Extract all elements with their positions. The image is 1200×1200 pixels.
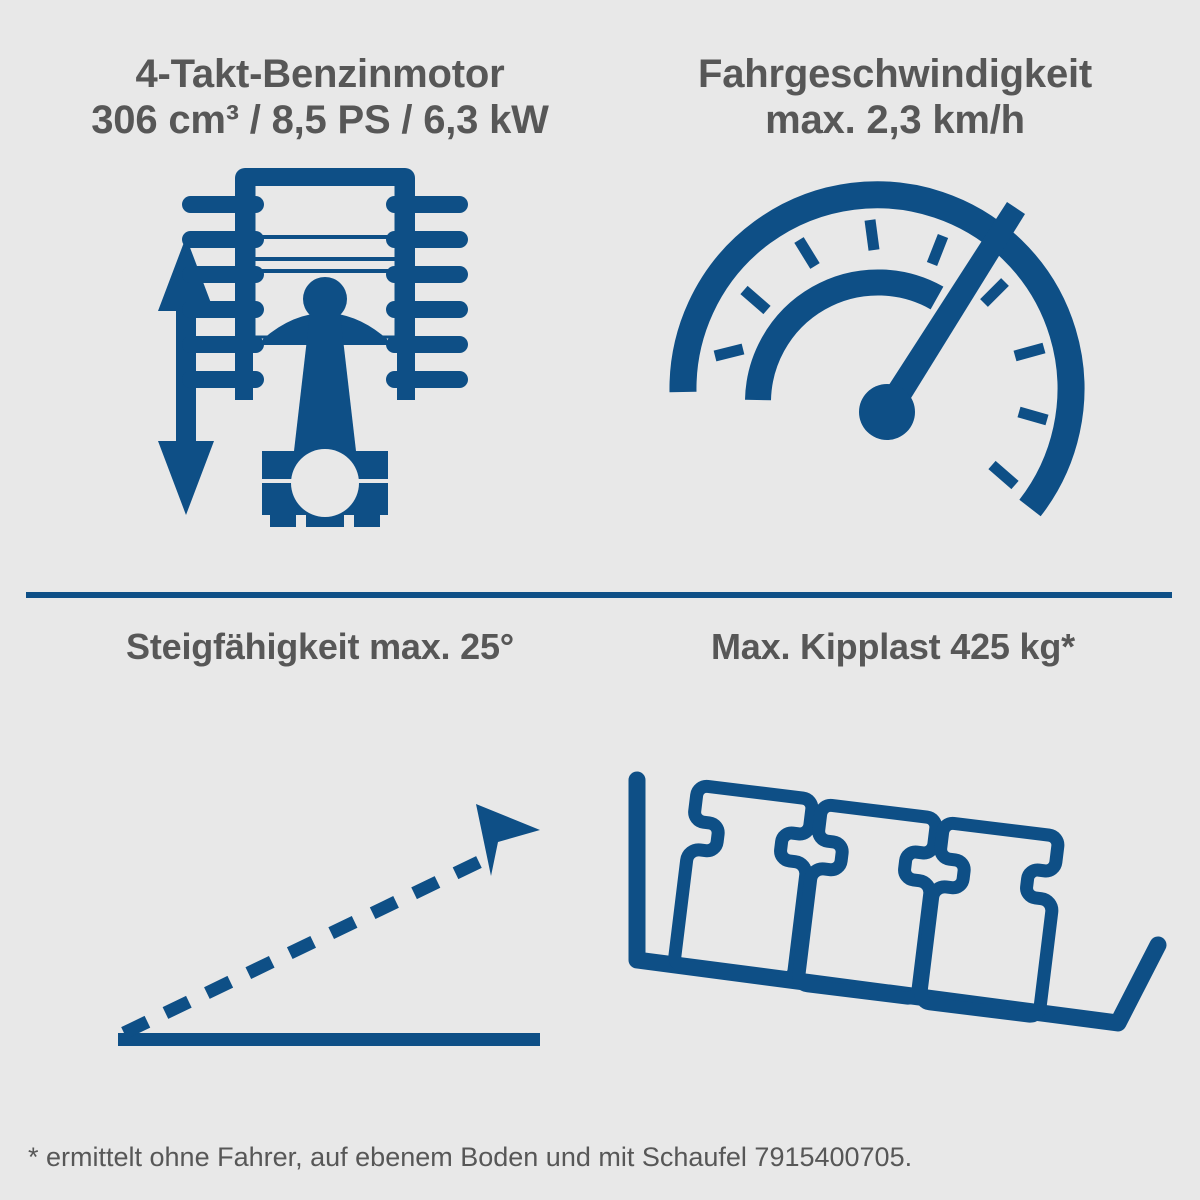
piston-engine-icon <box>158 168 468 527</box>
gauge-progress-arc <box>745 269 944 401</box>
weight-group <box>668 779 1065 1023</box>
slope-baseline <box>118 1033 540 1046</box>
gauge-outer-arc <box>669 181 1085 517</box>
gauge-needle-hub <box>859 384 915 440</box>
piston-wrist-pin <box>303 277 347 321</box>
piston-rings <box>254 235 396 273</box>
slope-arrow-head <box>476 804 540 876</box>
incline-arrow-icon <box>118 804 540 1046</box>
connecting-rod <box>294 313 356 451</box>
bucket-weights-icon <box>628 771 1167 1032</box>
engine-title-line-2: 306 cm³ / 8,5 PS / 6,3 kW <box>91 97 549 142</box>
speed-title-line-1: Fahrgeschwindigkeit <box>697 52 1093 96</box>
gauge-needle <box>859 202 1025 440</box>
speed-title: Fahrgeschwindigkeit max. 2,3 km/h <box>610 52 1180 143</box>
section-divider <box>26 592 1172 598</box>
weight-1 <box>668 779 819 986</box>
engine-title: 4-Takt-Benzinmotor 306 cm³ / 8,5 PS / 6,… <box>30 52 610 143</box>
gauge-tick-marks <box>713 219 1049 490</box>
speed-title-line-2: max. 2,3 km/h <box>765 97 1025 142</box>
speedometer-icon <box>669 181 1085 517</box>
weight-3 <box>914 816 1065 1023</box>
load-title: Max. Kipplast 425 kg* <box>711 626 1075 667</box>
crank-bore <box>291 449 359 517</box>
footnote: * ermittelt ohne Fahrer, auf ebenem Bode… <box>28 1142 913 1172</box>
weight-2 <box>792 798 943 1005</box>
slope-title: Steigfähigkeit max. 25° <box>126 626 514 667</box>
engine-title-line-1: 4-Takt-Benzinmotor <box>135 52 505 96</box>
slope-dashed-line <box>121 854 486 1039</box>
